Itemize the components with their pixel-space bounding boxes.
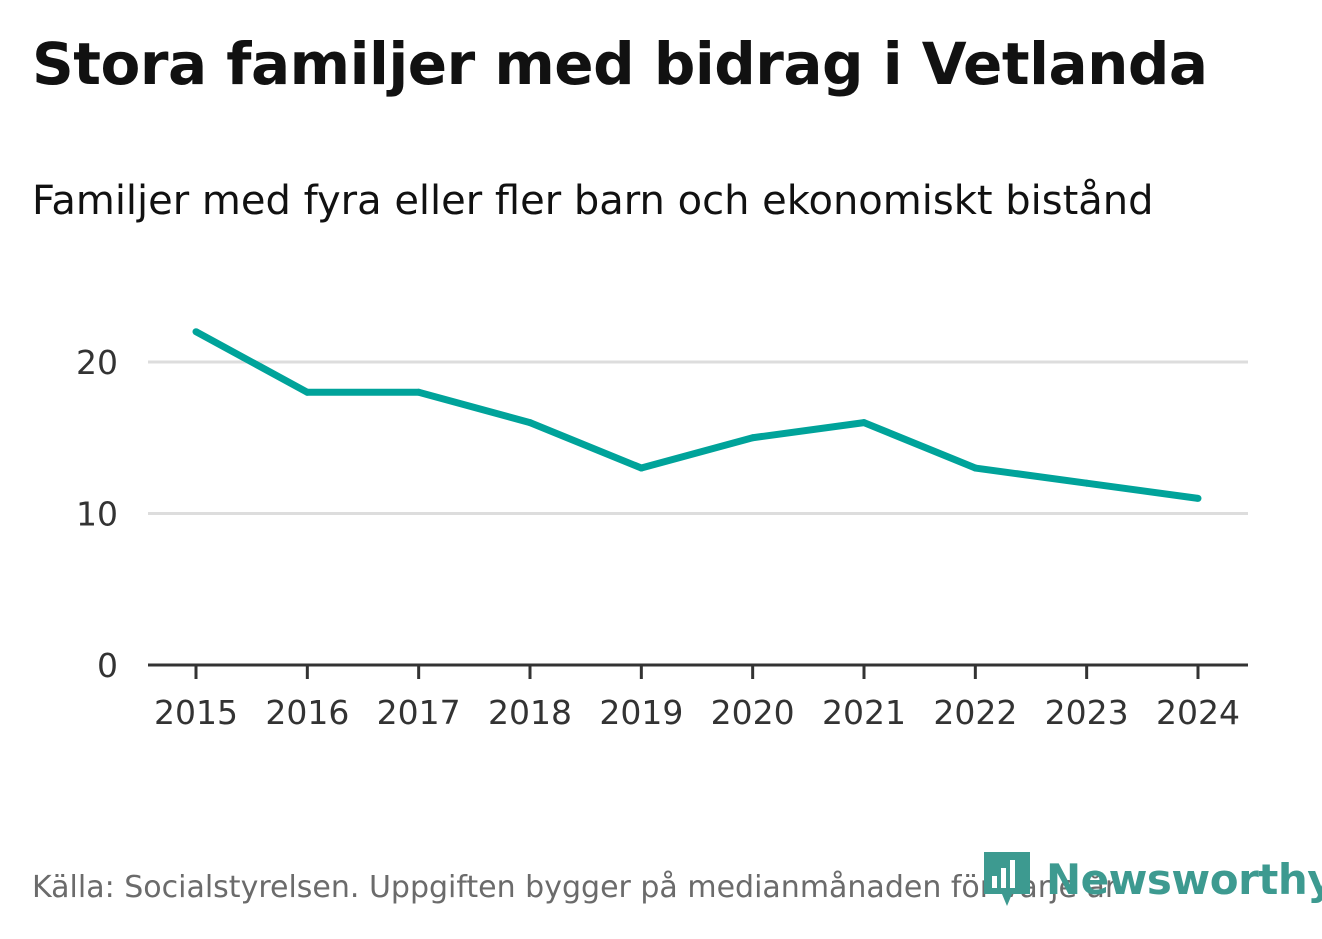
x-tick-label: 2023 [1045, 693, 1129, 732]
y-tick-label: 10 [76, 495, 118, 534]
x-tick-label: 2022 [933, 693, 1017, 732]
data-point [526, 419, 534, 427]
x-tick-label: 2016 [265, 693, 349, 732]
source-note: Källa: Socialstyrelsen. Uppgiften bygger… [32, 870, 1118, 905]
x-tick-label: 2019 [599, 693, 683, 732]
data-point [971, 464, 979, 472]
chart-subtitle: Familjer med fyra eller fler barn och ek… [32, 178, 1154, 224]
chart-title: Stora familjer med bidrag i Vetlanda [32, 30, 1208, 98]
x-tick-label: 2024 [1156, 693, 1240, 732]
brand-name: Newsworthy [1046, 854, 1322, 904]
x-tick-label: 2015 [154, 693, 238, 732]
series-line [194, 328, 1199, 502]
x-axis-labels: 2015 2016 2017 2018 2019 2020 2021 2022 2023 2024 [154, 693, 1240, 732]
data-point [1083, 479, 1091, 487]
x-tick-label: 2021 [822, 693, 906, 732]
x-tick-label: 2020 [711, 693, 795, 732]
grid-lines [148, 360, 1248, 515]
data-point [749, 434, 757, 442]
data-point [192, 328, 200, 336]
data-point [1194, 494, 1202, 502]
data-point [415, 388, 423, 396]
x-tick-label: 2018 [488, 693, 572, 732]
y-axis-labels: 0 10 20 [76, 343, 118, 685]
x-tick-label: 2017 [377, 693, 461, 732]
data-point [637, 464, 645, 472]
newsworthy-logo-icon [984, 852, 1030, 906]
series-layer [192, 328, 1202, 502]
data-point [860, 419, 868, 427]
brand-logo: Newsworthy [982, 850, 1322, 908]
y-tick-label: 0 [97, 646, 118, 685]
x-axis [148, 663, 1248, 679]
y-tick-label: 20 [76, 343, 118, 382]
data-point [303, 388, 311, 396]
